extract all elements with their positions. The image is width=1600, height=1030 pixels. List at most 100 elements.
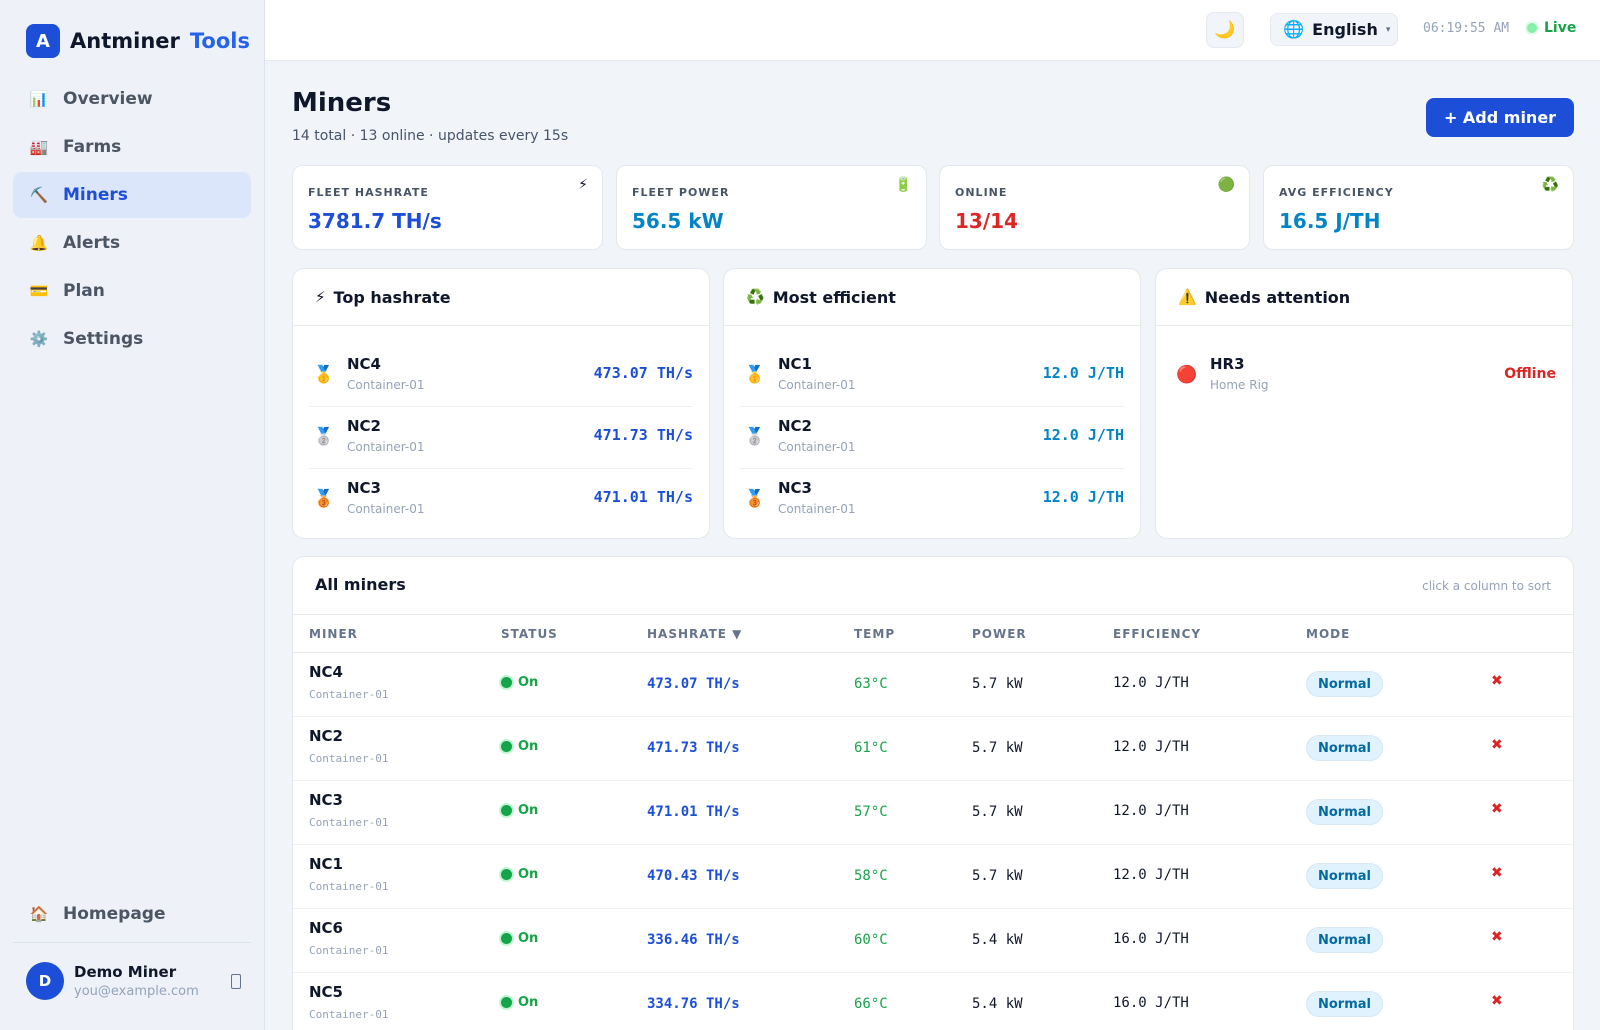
table-row[interactable]: NC2 Container-01 On 471.73 TH/s 61°C 5.7… (293, 717, 1573, 781)
sidebar-item-farms[interactable]: 🏭 Farms (13, 124, 251, 170)
sidebar-item-settings[interactable]: ⚙️ Settings (13, 316, 251, 362)
mode-badge[interactable]: Normal (1306, 799, 1383, 825)
efficiency-cell: 12.0 J/TH (1113, 739, 1189, 755)
status-badge: On (501, 995, 538, 1010)
status-badge: On (501, 739, 538, 754)
efficiency-cell: 16.0 J/TH (1113, 931, 1189, 947)
table-row[interactable]: NC6 Container-01 On 336.46 TH/s 60°C 5.4… (293, 909, 1573, 973)
efficiency-cell: 12.0 J/TH (1113, 867, 1189, 883)
sidebar-item-label: Homepage (63, 904, 166, 924)
temp-cell: 60°C (854, 932, 888, 948)
farm-name: Container-01 (778, 440, 856, 454)
power-cell: 5.7 kW (972, 868, 1023, 884)
sidebar-item-alerts[interactable]: 🔔 Alerts (13, 220, 251, 266)
delete-icon[interactable]: ✖ (1491, 737, 1503, 753)
status-label: On (518, 867, 539, 882)
list-item[interactable]: 🥈 NC2 Container-01 12.0 J/TH (740, 407, 1124, 469)
farm-name: Container-01 (309, 880, 389, 893)
delete-icon[interactable]: ✖ (1491, 865, 1503, 881)
sidebar-item-label: Overview (63, 89, 153, 109)
mode-badge[interactable]: Normal (1306, 671, 1383, 697)
column-header-hashrate[interactable]: HASHRATE ▼ (647, 627, 743, 641)
delete-icon[interactable]: ✖ (1491, 673, 1503, 689)
efficiency-value: 12.0 J/TH (1042, 426, 1124, 444)
farm-name: Container-01 (347, 440, 425, 454)
lightning-icon: ⚡ (315, 288, 326, 306)
temp-cell: 61°C (854, 740, 888, 756)
table-row[interactable]: NC5 Container-01 On 334.76 TH/s 66°C 5.4… (293, 973, 1573, 1030)
power-cell: 5.7 kW (972, 740, 1023, 756)
card-header: ⚠️ Needs attention (1156, 269, 1572, 326)
mode-badge[interactable]: Normal (1306, 863, 1383, 889)
chart-icon: 📊 (29, 90, 49, 108)
stat-label: FLEET HASHRATE (308, 186, 429, 199)
list-item[interactable]: 🥈 NC2 Container-01 471.73 TH/s (309, 407, 693, 469)
delete-icon[interactable]: ✖ (1491, 993, 1503, 1009)
sidebar-item-plan[interactable]: 💳 Plan (13, 268, 251, 314)
status-label: On (518, 995, 539, 1010)
logout-icon[interactable] (231, 973, 241, 989)
stat-card-fleet-power: FLEET POWER 56.5 kW 🔋 (616, 165, 927, 250)
warning-icon: ⚠️ (1178, 288, 1197, 306)
list-item[interactable]: 🥉 NC3 Container-01 12.0 J/TH (740, 469, 1124, 531)
list-item[interactable]: 🔴 HR3 Home Rig Offline (1172, 345, 1556, 407)
miner-name: NC4 (309, 663, 343, 681)
language-select[interactable]: 🌐 English ▾ (1270, 13, 1398, 46)
stat-card-avg-efficiency: AVG EFFICIENCY 16.5 J/TH ♻️ (1263, 165, 1574, 250)
sidebar: A Antminer Tools 📊 Overview 🏭 Farms ⛏️ M… (0, 0, 265, 1030)
stat-value: 3781.7 TH/s (308, 209, 442, 233)
status-dot-icon (501, 677, 512, 688)
farm-name: Container-01 (309, 688, 389, 701)
mode-badge[interactable]: Normal (1306, 927, 1383, 953)
lightning-icon: ⚡ (578, 177, 588, 193)
user-info: Demo Miner you@example.com (74, 963, 199, 999)
globe-icon: 🌐 (1283, 19, 1305, 40)
brand[interactable]: A Antminer Tools (26, 24, 250, 58)
table-row[interactable]: NC1 Container-01 On 470.43 TH/s 58°C 5.7… (293, 845, 1573, 909)
column-header-temp[interactable]: TEMP (854, 627, 896, 641)
theme-toggle-button[interactable]: 🌙 (1206, 12, 1244, 48)
add-miner-button[interactable]: + Add miner (1426, 98, 1574, 137)
stat-label: AVG EFFICIENCY (1279, 186, 1394, 199)
delete-icon[interactable]: ✖ (1491, 929, 1503, 945)
brand-accent: Tools (189, 29, 250, 53)
list-item[interactable]: 🥉 NC3 Container-01 471.01 TH/s (309, 469, 693, 531)
page-subtitle: 14 total · 13 online · updates every 15s (292, 128, 569, 144)
miner-name: NC2 (778, 417, 812, 435)
sidebar-item-homepage[interactable]: 🏠 Homepage (13, 891, 251, 937)
gold-medal-icon: 🥇 (744, 365, 766, 385)
bronze-medal-icon: 🥉 (313, 489, 335, 509)
table-row[interactable]: NC4 Container-01 On 473.07 TH/s 63°C 5.7… (293, 653, 1573, 717)
brand-name: Antminer (70, 29, 180, 53)
credit-card-icon: 💳 (29, 282, 49, 300)
list-item[interactable]: 🥇 NC4 Container-01 473.07 TH/s (309, 345, 693, 407)
table-row[interactable]: NC3 Container-01 On 471.01 TH/s 57°C 5.7… (293, 781, 1573, 845)
delete-icon[interactable]: ✖ (1491, 801, 1503, 817)
miner-name: NC4 (347, 355, 381, 373)
miner-name: NC3 (778, 479, 812, 497)
column-header-miner[interactable]: MINER (309, 627, 358, 641)
column-header-status[interactable]: STATUS (501, 627, 558, 641)
list-item[interactable]: 🥇 NC1 Container-01 12.0 J/TH (740, 345, 1124, 407)
miner-name: NC1 (778, 355, 812, 373)
farm-name: Container-01 (347, 378, 425, 392)
table-title: All miners (315, 575, 406, 594)
sidebar-item-miners[interactable]: ⛏️ Miners (13, 172, 251, 218)
avatar[interactable]: D (26, 962, 64, 1000)
chevron-down-icon: ▾ (1385, 24, 1391, 35)
pickaxe-icon: ⛏️ (29, 186, 49, 204)
column-header-power[interactable]: POWER (972, 627, 1027, 641)
mode-badge[interactable]: Normal (1306, 991, 1383, 1017)
column-header-efficiency[interactable]: EFFICIENCY (1113, 627, 1202, 641)
column-header-mode[interactable]: MODE (1306, 627, 1351, 641)
miner-name: NC3 (347, 479, 381, 497)
hashrate-cell: 336.46 TH/s (647, 932, 740, 948)
sidebar-item-overview[interactable]: 📊 Overview (13, 76, 251, 122)
status-badge: On (501, 803, 538, 818)
temp-cell: 57°C (854, 804, 888, 820)
top-bar: 🌙 🌐 English ▾ 06:19:55 AM Live (265, 0, 1600, 61)
card-title: Top hashrate (333, 287, 451, 307)
status-label: On (518, 739, 539, 754)
column-headers: MINER STATUS HASHRATE ▼ TEMP POWER EFFIC… (293, 615, 1573, 653)
mode-badge[interactable]: Normal (1306, 735, 1383, 761)
